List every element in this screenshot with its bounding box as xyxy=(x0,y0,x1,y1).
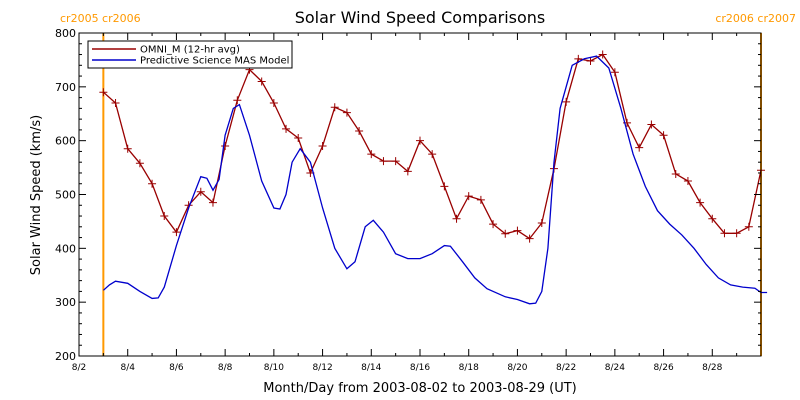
carrington-marker-label: cr2005 cr2006 xyxy=(60,12,141,25)
x-tick-label: 8/24 xyxy=(605,363,625,373)
omni-data-point xyxy=(318,142,327,151)
y-tick-label: 500 xyxy=(55,189,76,202)
omni-data-point xyxy=(208,198,217,207)
omni-data-point xyxy=(659,131,668,140)
y-tick-label: 300 xyxy=(55,296,76,309)
omni-data-point xyxy=(696,198,705,207)
omni-data-point xyxy=(172,228,181,237)
omni-data-point xyxy=(221,142,230,151)
legend-entry-label: Predictive Science MAS Model xyxy=(140,56,289,67)
omni-data-point xyxy=(720,229,729,238)
y-tick-label: 400 xyxy=(55,242,76,255)
omni-data-point xyxy=(537,219,546,228)
omni-data-point xyxy=(610,68,619,77)
omni-data-point xyxy=(513,226,522,235)
omni-data-point xyxy=(647,120,656,129)
omni-data-point xyxy=(111,98,120,107)
omni-data-point xyxy=(367,150,376,159)
omni-data-point xyxy=(148,179,157,188)
legend-box xyxy=(87,40,293,69)
omni-data-point xyxy=(598,50,607,59)
legend: OMNI_M (12-hr avg)Predictive Science MAS… xyxy=(87,40,293,69)
carrington-marker-label: cr2006 cr2007 xyxy=(715,12,796,25)
y-tick-label: 200 xyxy=(55,350,76,363)
x-tick-label: 8/14 xyxy=(361,363,381,373)
y-tick-label: 800 xyxy=(55,27,76,40)
omni-data-point xyxy=(123,144,132,153)
omni-data-point xyxy=(379,157,388,166)
omni-data-point xyxy=(269,98,278,107)
x-tick-label: 8/22 xyxy=(556,363,576,373)
omni-data-point xyxy=(99,88,108,97)
omni-data-point xyxy=(562,97,571,106)
x-axis-ticks: 8/2 8/4 8/6 8/8 8/10 8/12 8/14 8/16 8/18 8/20 8/22… xyxy=(72,33,738,373)
x-tick-label: 8/28 xyxy=(702,363,722,373)
plot-axes xyxy=(78,32,762,357)
x-tick-label: 8/4 xyxy=(120,363,135,373)
series-layer xyxy=(99,50,768,305)
omni-data-point xyxy=(403,167,412,176)
omni-data-point xyxy=(440,182,449,191)
plot-frame xyxy=(78,32,762,357)
x-tick-label: 8/2 xyxy=(72,363,86,373)
omni-data-point xyxy=(708,214,717,223)
x-tick-label: 8/10 xyxy=(264,363,284,373)
x-tick-label: 8/6 xyxy=(169,363,184,373)
omni-data-point xyxy=(586,56,595,65)
omni-data-point xyxy=(233,96,242,105)
x-tick-label: 8/16 xyxy=(410,363,430,373)
omni-data-point xyxy=(428,150,437,159)
omni-data-point xyxy=(355,126,364,135)
omni-data-point xyxy=(501,229,510,238)
legend-entry-label: OMNI_M (12-hr avg) xyxy=(140,45,240,56)
omni-data-point xyxy=(464,192,473,201)
omni-data-point xyxy=(135,159,144,168)
x-tick-label: 8/12 xyxy=(312,363,332,373)
omni-data-point xyxy=(416,136,424,145)
chart-title: Solar Wind Speed Comparisons xyxy=(295,8,546,27)
omni-data-point xyxy=(476,195,485,204)
x-tick-label: 8/18 xyxy=(459,363,479,373)
omni-data-point xyxy=(196,187,205,196)
model-series-line xyxy=(102,55,768,305)
omni-data-point xyxy=(282,124,291,133)
omni-data-point xyxy=(257,77,266,86)
omni-data-point xyxy=(294,133,303,142)
omni-data-point xyxy=(732,229,741,238)
omni-series-line xyxy=(102,53,762,240)
x-tick-label: 8/8 xyxy=(218,363,233,373)
y-axis-label: Solar Wind Speed (km/s) xyxy=(29,115,44,275)
x-axis-label: Month/Day from 2003-08-02 to 2003-08-29 … xyxy=(263,381,576,396)
omni-data-point xyxy=(342,108,351,117)
omni-data-point xyxy=(635,143,644,152)
omni-data-point xyxy=(683,177,692,186)
y-axis-ticks: 200 300 400 500 600 700 800 xyxy=(55,27,761,363)
omni-data-point xyxy=(671,170,680,179)
omni-data-point xyxy=(391,157,400,166)
omni-data-point xyxy=(452,214,461,223)
x-tick-label: 8/26 xyxy=(653,363,673,373)
omni-data-point xyxy=(489,220,498,229)
omni-data-point xyxy=(525,234,534,243)
y-tick-label: 600 xyxy=(55,135,76,148)
omni-data-point xyxy=(744,222,753,231)
omni-data-point xyxy=(330,103,339,112)
x-tick-label: 8/20 xyxy=(507,363,527,373)
y-tick-label: 700 xyxy=(55,81,76,94)
omni-data-point xyxy=(160,212,169,221)
